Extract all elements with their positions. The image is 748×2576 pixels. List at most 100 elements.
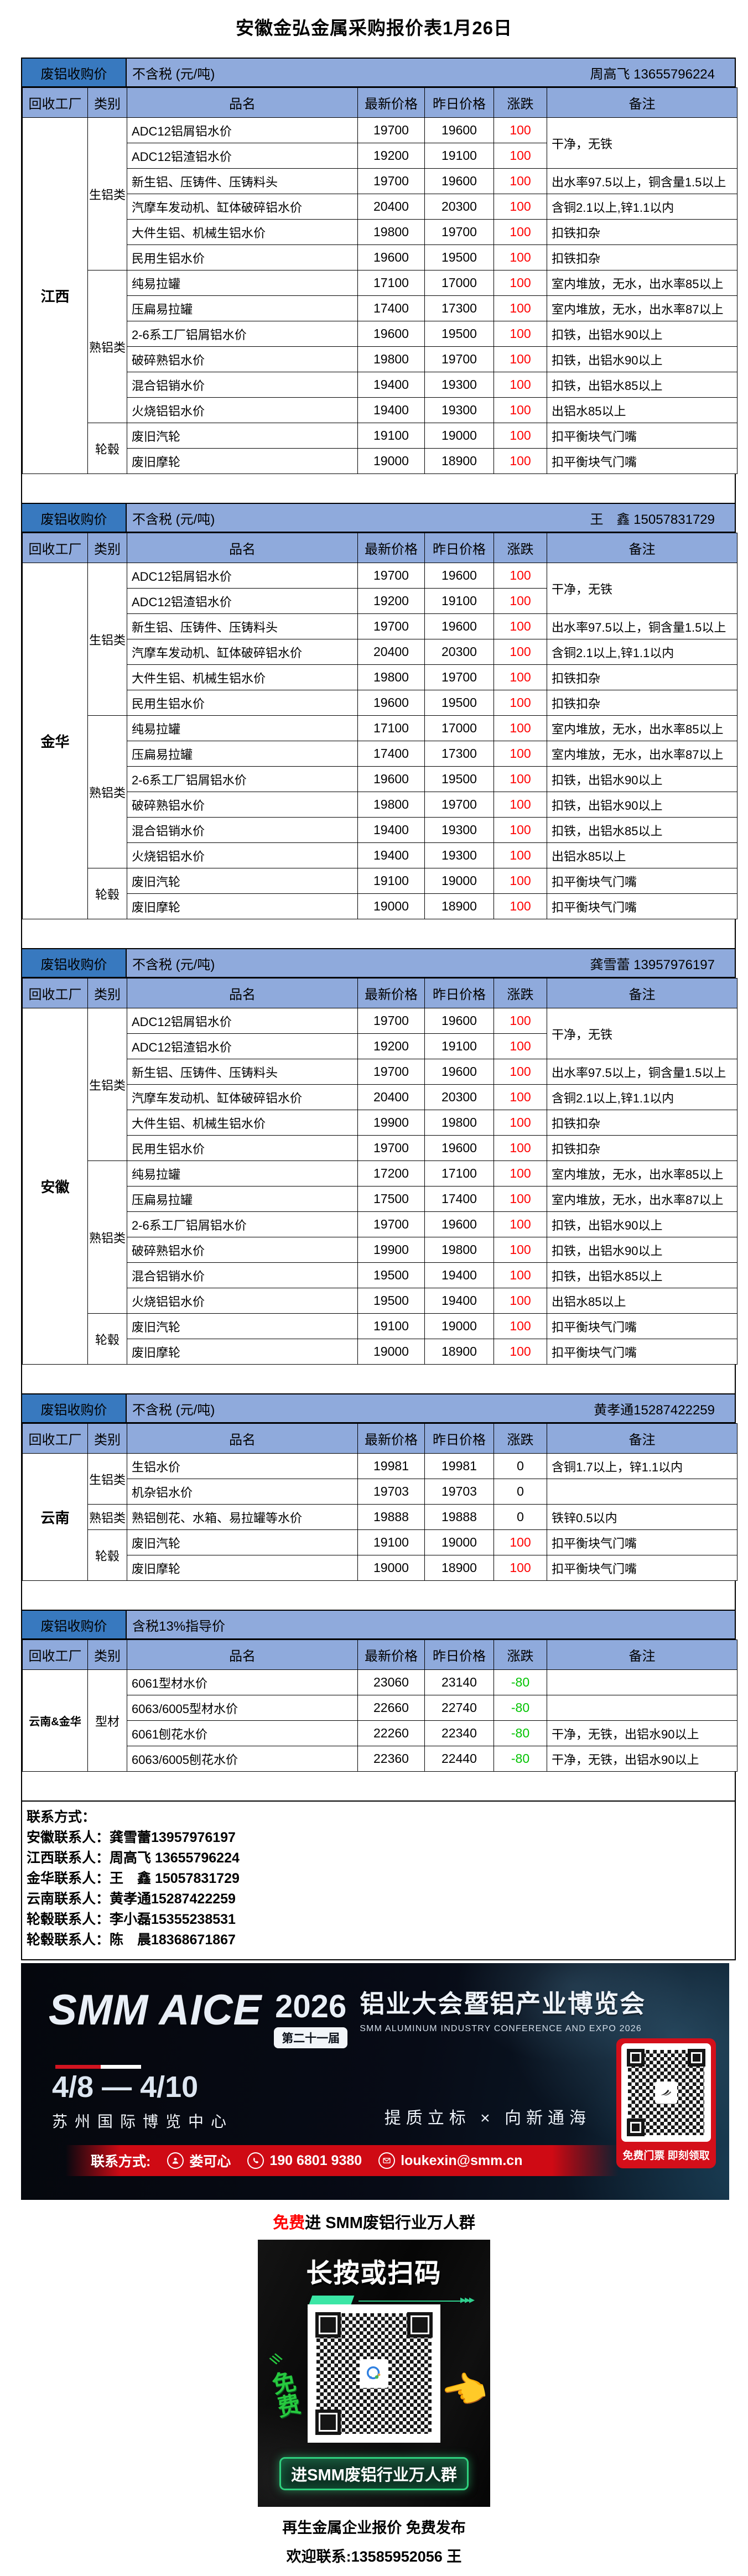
prev-price-cell: 17400 (424, 1186, 494, 1212)
note-cell: 扣铁，出铝水90以上 (547, 1237, 737, 1263)
price-table: 回收工厂 类别 品名 最新价格 昨日价格 涨跌 备注 安徽 生铝类 ADC12铝屑铝水价 19700… (22, 978, 737, 1365)
smm-aice-logo: SMM AICE (49, 1987, 262, 2034)
column-header: 最新价格 (357, 978, 425, 1008)
note-cell: 干净，无铁 (547, 1008, 737, 1059)
column-header: 类别 (87, 978, 127, 1008)
join-group-button[interactable]: 进SMM废铝行业万人群 (279, 2457, 469, 2490)
latest-price-cell: 17400 (357, 741, 425, 767)
banner-phone[interactable]: 190 6801 9380 (269, 2152, 362, 2168)
banner-title-en: SMM ALUMINUM INDUSTRY CONFERENCE AND EXP… (360, 2023, 642, 2033)
prev-price-cell: 17100 (424, 1160, 494, 1186)
change-cell: 100 (494, 664, 547, 690)
product-name-cell: 汽摩车发动机、缸体破碎铝水价 (127, 639, 358, 665)
section-contact: 黄孝通15287422259 (594, 1402, 715, 1418)
latest-price-cell: 19700 (357, 1135, 425, 1161)
banner-title-cn: 铝业大会暨铝产业博览会 (360, 1990, 646, 2018)
latest-price-cell: 19500 (357, 1288, 425, 1314)
table-row: 大件生铝、机械生铝水价 19800 19700 100 扣铁扣杂 (23, 219, 737, 245)
table-row: ADC12铝渣铝水价 19200 19100 100 (23, 588, 737, 614)
prev-price-cell: 19000 (424, 1529, 494, 1555)
expo-banner: SMM AICE 2026 第二十一届 铝业大会暨铝产业博览会 SMM ALUM… (21, 1963, 729, 2200)
section-header-label: 废铝收购价 (22, 59, 127, 86)
prev-price-cell: 20300 (424, 1084, 494, 1110)
note-cell: 扣铁扣杂 (547, 219, 737, 245)
table-row: 云南&金华 型材 6061型材水价 23060 23140 -80 (22, 1669, 737, 1772)
banner-contact-name: 娄可心 (189, 2154, 231, 2169)
note-cell: 室内堆放，无水，出水率85以上 (547, 1160, 737, 1186)
table-row: 新生铝、压铸件、压铸料头 19700 19600 100 出水率97.5以上，铜含量1.… (23, 613, 737, 639)
note-cell (547, 1669, 737, 1695)
prev-price-cell: 19400 (424, 1288, 494, 1314)
change-cell: 100 (494, 1135, 547, 1161)
change-cell: 100 (494, 1529, 547, 1555)
category-cell: 轮毂 (87, 868, 127, 919)
change-cell: -80 (494, 1695, 547, 1721)
section-gap (22, 474, 735, 503)
tax-note: 不含税 (元/吨) (132, 66, 215, 82)
table-row: 轮毂 废旧汽轮 19100 19000 100 扣平衡块气门嘴 (23, 868, 737, 919)
latest-price-cell: 19400 (357, 842, 425, 868)
prev-price-cell: 17000 (424, 715, 494, 741)
promo-line: 免费进 SMM废铝行业万人群 (0, 2210, 748, 2233)
note-cell (547, 1479, 737, 1505)
column-header: 昨日价格 (424, 978, 494, 1008)
product-name-cell: 熟铝刨花、水箱、易拉罐等水价 (127, 1504, 358, 1530)
ticket-qr-code[interactable] (621, 2043, 711, 2142)
promo-rest: 进 SMM废铝行业万人群 (305, 2214, 475, 2232)
table-row: 6061刨花水价 22260 22340 -80 干净，无铁，出铝水90以上 (23, 1720, 737, 1746)
note-cell: 含铜2.1以上,锌1.1以内 (547, 1084, 737, 1110)
price-table: 回收工厂 类别 品名 最新价格 昨日价格 涨跌 备注 云南&金华 型材 6061型材水价 23060… (22, 1640, 737, 1772)
latest-price-cell: 19981 (357, 1453, 425, 1479)
product-name-cell: 6061刨花水价 (127, 1720, 358, 1746)
group-qr-code[interactable] (308, 2304, 440, 2443)
qr-center-logo (360, 2359, 388, 2388)
price-table: 回收工厂 类别 品名 最新价格 昨日价格 涨跌 备注 江西 生铝类 ADC12铝屑铝水价 19700… (22, 87, 737, 474)
prev-price-cell: 19703 (424, 1479, 494, 1505)
column-header: 类别 (87, 1640, 127, 1670)
note-cell: 干净，无铁 (547, 563, 737, 614)
note-cell: 扣铁，出铝水90以上 (547, 346, 737, 372)
contact-line: 轮毂联系人：李小磊15355238531 (27, 1912, 236, 1927)
table-row: 熟铝类 纯易拉罐 17100 17000 100 室内堆放，无水，出水率85以上 (23, 715, 737, 868)
prev-price-cell: 19500 (424, 244, 494, 270)
prev-price-cell: 18900 (424, 893, 494, 919)
note-cell: 出水率97.5以上，铜含量1.5以上 (547, 1059, 737, 1085)
table-row: 轮毂 废旧汽轮 19100 19000 100 扣平衡块气门嘴 (23, 423, 737, 474)
table-row: 2-6系工厂铝屑铝水价 19600 19500 100 扣铁，出铝水90以上 (23, 766, 737, 792)
footer: 再生金属企业报价 免费发布 欢迎联系:13585952056 王 (0, 2516, 748, 2566)
product-name-cell: 新生铝、压铸件、压铸料头 (127, 613, 358, 639)
prev-price-cell: 23140 (424, 1669, 494, 1695)
table-row: 破碎熟铝水价 19900 19800 100 扣铁，出铝水90以上 (23, 1237, 737, 1263)
category-cell: 熟铝类 (87, 270, 127, 423)
section-gap (22, 919, 735, 948)
prev-price-cell: 19000 (424, 423, 494, 449)
column-header: 品名 (127, 978, 358, 1008)
section-header: 废铝收购价 含税13%指导价 (22, 1610, 735, 1640)
qr-center-logo (655, 2081, 677, 2104)
page-title: 安徽金弘金属采购报价表1月26日 (235, 18, 513, 38)
free-ticket-label[interactable]: 免费门票 即刻领取 (622, 2150, 710, 2162)
banner-contact-bar: 联系方式: 娄可心 190 6801 9380 loukexin@smm.cn (65, 2145, 619, 2176)
edition-badge: 第二十一届 (274, 2027, 348, 2048)
change-cell: 100 (494, 893, 547, 919)
product-name-cell: 火烧铝铝水价 (127, 842, 358, 868)
note-cell: 扣平衡块气门嘴 (547, 1339, 737, 1365)
mail-icon (378, 2152, 396, 2169)
product-name-cell: 6061型材水价 (127, 1669, 358, 1695)
region-cell: 金华 (22, 563, 88, 919)
latest-price-cell: 19000 (357, 1339, 425, 1365)
latest-price-cell: 19700 (357, 613, 425, 639)
product-name-cell: 废旧摩轮 (127, 893, 358, 919)
latest-price-cell: 19200 (357, 588, 425, 614)
product-name-cell: 纯易拉罐 (127, 1160, 358, 1186)
product-name-cell: 混合铝销水价 (127, 372, 358, 398)
banner-email[interactable]: loukexin@smm.cn (401, 2152, 523, 2168)
note-cell: 扣平衡块气门嘴 (547, 448, 737, 474)
hand-pointer-icon: 👈 (437, 2365, 491, 2416)
product-name-cell: 火烧铝铝水价 (127, 1288, 358, 1314)
latest-price-cell: 19500 (357, 1262, 425, 1288)
product-name-cell: 纯易拉罐 (127, 270, 358, 296)
prev-price-cell: 17300 (424, 741, 494, 767)
change-cell: 100 (494, 1110, 547, 1136)
section-header-label: 废铝收购价 (22, 949, 127, 977)
